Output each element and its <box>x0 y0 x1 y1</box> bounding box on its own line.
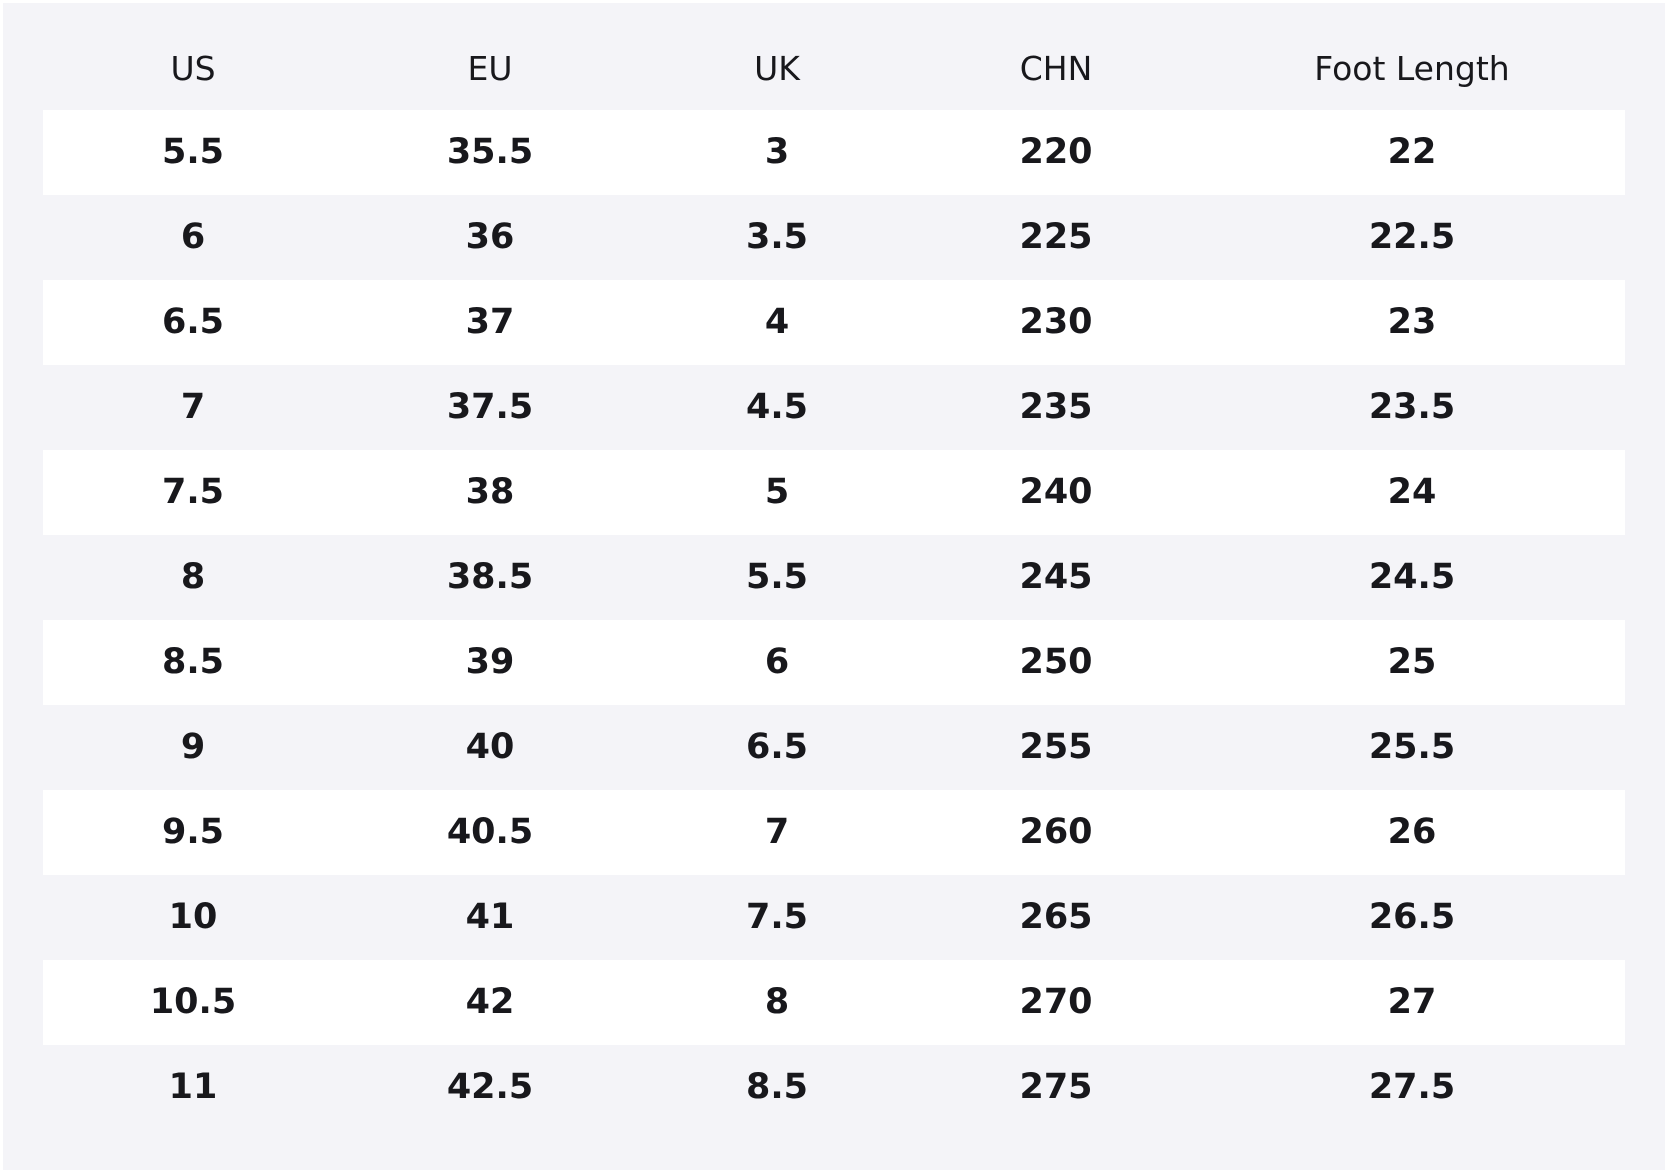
table-cell: 7 <box>764 812 790 852</box>
table-cell: 220 <box>1019 132 1093 172</box>
table-cell: 24.5 <box>1368 557 1456 597</box>
header-cell: EU <box>467 49 513 88</box>
table-cell: 4.5 <box>745 387 808 427</box>
table-cell: 27.5 <box>1368 1067 1456 1107</box>
table-cell: 270 <box>1019 982 1093 1022</box>
header-cell: US <box>170 49 216 88</box>
table-cell: 11 <box>168 1067 218 1107</box>
table-cell: 7 <box>180 387 206 427</box>
table-cell: 8.5 <box>745 1067 808 1107</box>
table-cell: 275 <box>1019 1067 1093 1107</box>
table-cell: 3 <box>764 132 790 172</box>
table-cell: 8 <box>180 557 206 597</box>
table-cell: 26.5 <box>1368 897 1456 937</box>
table-cell: 22 <box>1387 132 1437 172</box>
table-row: 10 41 7.5 265 26.5 <box>43 875 1625 960</box>
table-cell: 35.5 <box>446 132 534 172</box>
table-cell: 8.5 <box>161 642 224 682</box>
table-cell: 42.5 <box>446 1067 534 1107</box>
table-cell: 235 <box>1019 387 1093 427</box>
table-row: 9.5 40.5 7 260 26 <box>43 790 1625 875</box>
table-row: 8 38.5 5.5 245 24.5 <box>43 535 1625 620</box>
table-cell: 225 <box>1019 217 1093 257</box>
table-cell: 22.5 <box>1368 217 1456 257</box>
table-cell: 37.5 <box>446 387 534 427</box>
size-chart: US EU UK CHN Foot Length 5.5 35.5 3 220 22 6 36 3.5 2… <box>3 3 1665 1170</box>
table-row: 5.5 35.5 3 220 22 <box>43 110 1625 195</box>
table-cell: 4 <box>764 302 790 342</box>
table-cell: 5.5 <box>161 132 224 172</box>
table-cell: 230 <box>1019 302 1093 342</box>
table-cell: 245 <box>1019 557 1093 597</box>
header-cell: Foot Length <box>1314 49 1510 88</box>
header-cell: CHN <box>1019 49 1093 88</box>
table-cell: 9 <box>180 727 206 767</box>
table-cell: 10 <box>168 897 218 937</box>
table-cell: 24 <box>1387 472 1437 512</box>
table-cell: 41 <box>465 897 515 937</box>
table-cell: 38 <box>465 472 515 512</box>
table-cell: 7.5 <box>161 472 224 512</box>
table-cell: 5.5 <box>745 557 808 597</box>
table-row: 7.5 38 5 240 24 <box>43 450 1625 535</box>
table-cell: 265 <box>1019 897 1093 937</box>
table-cell: 8 <box>764 982 790 1022</box>
table-cell: 6.5 <box>745 727 808 767</box>
table-cell: 3.5 <box>745 217 808 257</box>
table-cell: 39 <box>465 642 515 682</box>
table-cell: 6 <box>180 217 206 257</box>
table-cell: 6 <box>764 642 790 682</box>
table-cell: 40 <box>465 727 515 767</box>
table-cell: 23 <box>1387 302 1437 342</box>
header-row: US EU UK CHN Foot Length <box>43 26 1625 111</box>
table-cell: 25 <box>1387 642 1437 682</box>
table-row: 10.5 42 8 270 27 <box>43 960 1625 1045</box>
table-row: 9 40 6.5 255 25.5 <box>43 705 1625 790</box>
table-row: 11 42.5 8.5 275 27.5 <box>43 1045 1625 1130</box>
header-cell: UK <box>754 49 800 88</box>
table-cell: 260 <box>1019 812 1093 852</box>
table-cell: 6.5 <box>161 302 224 342</box>
table-cell: 27 <box>1387 982 1437 1022</box>
table-cell: 5 <box>764 472 790 512</box>
table-row: 6 36 3.5 225 22.5 <box>43 195 1625 280</box>
table-row: 7 37.5 4.5 235 23.5 <box>43 365 1625 450</box>
table-cell: 10.5 <box>149 982 237 1022</box>
table-cell: 9.5 <box>161 812 224 852</box>
table-cell: 40.5 <box>446 812 534 852</box>
table-cell: 250 <box>1019 642 1093 682</box>
table-cell: 255 <box>1019 727 1093 767</box>
table-cell: 23.5 <box>1368 387 1456 427</box>
table-cell: 7.5 <box>745 897 808 937</box>
table-cell: 42 <box>465 982 515 1022</box>
table-cell: 38.5 <box>446 557 534 597</box>
table-cell: 36 <box>465 217 515 257</box>
table-cell: 26 <box>1387 812 1437 852</box>
table-row: 8.5 39 6 250 25 <box>43 620 1625 705</box>
table-cell: 240 <box>1019 472 1093 512</box>
table-cell: 37 <box>465 302 515 342</box>
table-row: 6.5 37 4 230 23 <box>43 280 1625 365</box>
table-cell: 25.5 <box>1368 727 1456 767</box>
